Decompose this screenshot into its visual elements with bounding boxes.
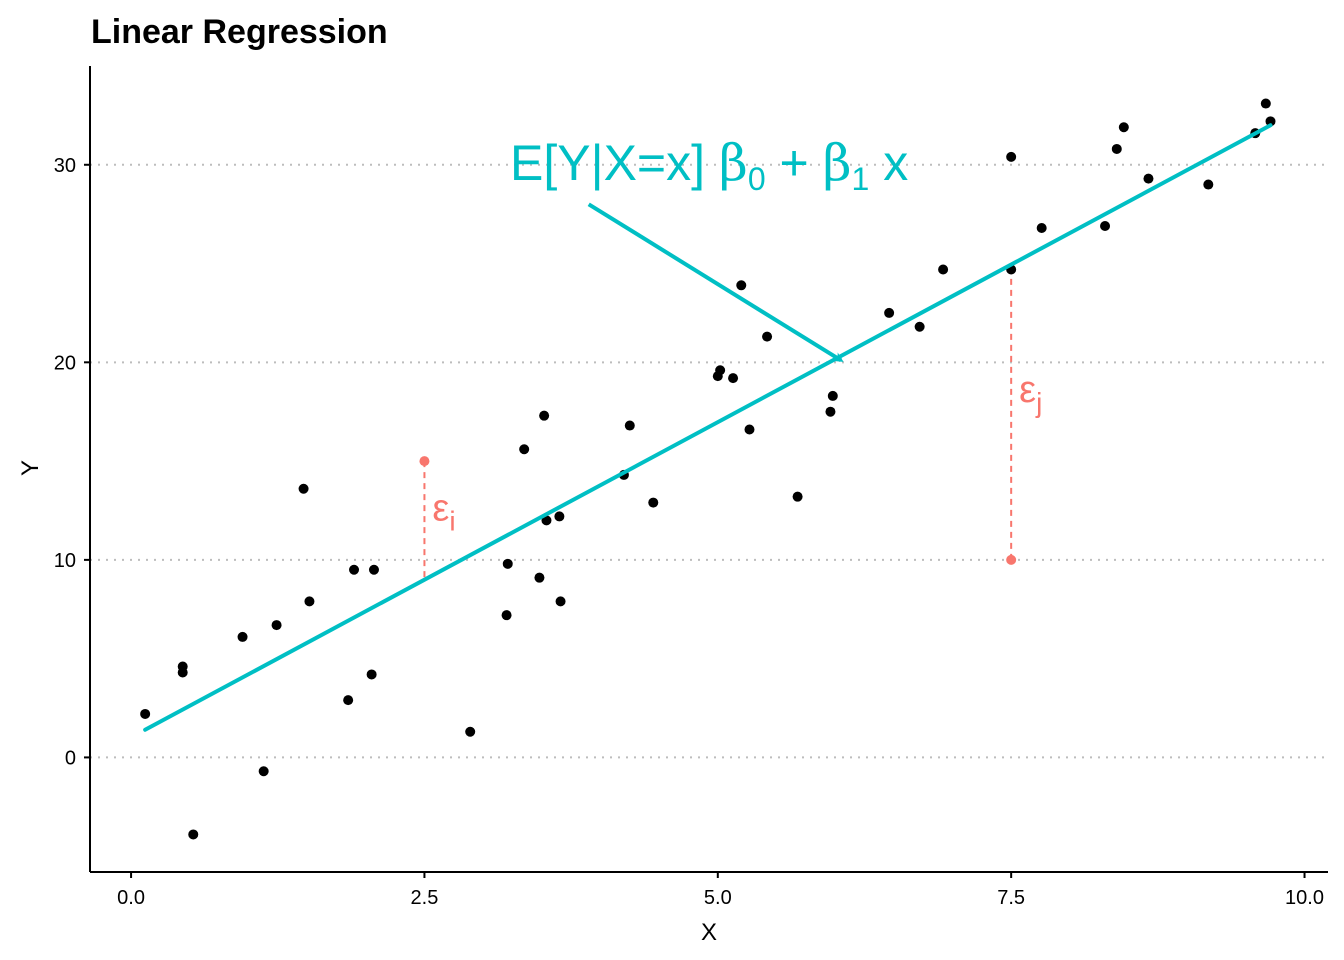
equation-label: E[Y|X=x] β0 + β1 x [510, 134, 908, 197]
data-point-17 [534, 572, 545, 583]
data-point-8 [304, 596, 315, 607]
data-point-0 [140, 708, 151, 719]
x-tick-label-1: 2.5 [411, 887, 439, 909]
equation-beta0-subscript: 0 [748, 161, 766, 197]
axes [89, 66, 1328, 873]
x-tick-label-4: 10.0 [1285, 887, 1324, 909]
x-tick-label-2: 5.0 [704, 887, 732, 909]
equation-beta0: β [719, 134, 748, 192]
data-point-11 [366, 669, 377, 680]
data-point-36 [938, 264, 949, 275]
data-point-23 [624, 420, 635, 431]
regression-line [143, 123, 1273, 732]
data-point-40 [1100, 221, 1111, 232]
gridlines [90, 163, 1328, 759]
epsilon-j-subscript: j [1035, 387, 1042, 418]
x-tick-label-0: 0.0 [117, 887, 145, 909]
epsilon-j-symbol: ε [1019, 369, 1036, 411]
data-point-43 [1143, 173, 1154, 184]
data-point-6 [271, 620, 282, 631]
equation-plus: + [766, 135, 823, 191]
residual-point-1 [1006, 554, 1017, 565]
data-point-5 [258, 766, 269, 777]
data-point-41 [1111, 143, 1122, 154]
data-point-16 [519, 444, 530, 455]
epsilon-i-symbol: ε [432, 487, 449, 529]
epsilon-i-subscript: i [449, 505, 455, 536]
equation-beta1-subscript: 1 [852, 161, 870, 197]
y-tick-label-3: 30 [54, 155, 76, 177]
data-point-20 [554, 511, 565, 522]
data-point-21 [555, 596, 566, 607]
data-point-33 [827, 390, 838, 401]
residual-lines [419, 267, 1017, 582]
x-tick-label-3: 7.5 [997, 887, 1025, 909]
data-point-44 [1203, 179, 1214, 190]
epsilon-j-label: εj [1019, 369, 1042, 418]
residual-point-0 [419, 456, 430, 467]
data-point-39 [1036, 222, 1047, 233]
data-point-47 [1265, 116, 1276, 127]
chart-title: Linear Regression [91, 13, 388, 51]
data-point-9 [343, 695, 354, 706]
data-point-28 [736, 280, 747, 291]
data-point-46 [1260, 98, 1271, 109]
y-tick-label-0: 0 [65, 747, 76, 769]
data-point-12 [368, 564, 379, 575]
y-tick-label-2: 20 [54, 352, 76, 374]
data-point-34 [884, 307, 895, 318]
data-point-3 [188, 829, 199, 840]
x-axis-title: X [701, 919, 717, 946]
equation-beta1: β [823, 134, 852, 192]
data-point-42 [1118, 122, 1129, 133]
y-tick-label-1: 10 [54, 550, 76, 572]
data-point-15 [502, 558, 513, 569]
data-point-38 [1006, 151, 1017, 162]
data-point-24 [648, 497, 659, 508]
data-point-7 [298, 483, 309, 494]
data-points [140, 98, 1276, 840]
data-point-13 [465, 726, 476, 737]
data-point-27 [728, 373, 739, 384]
data-point-35 [914, 321, 925, 332]
data-point-4 [237, 631, 248, 642]
data-point-29 [744, 424, 755, 435]
data-point-18 [539, 410, 550, 421]
annotation-arrow [587, 202, 844, 363]
equation-main: E[Y|X=x] [510, 135, 719, 191]
data-point-26 [715, 365, 726, 376]
data-point-30 [762, 331, 773, 342]
data-point-2 [177, 667, 188, 678]
epsilon-i-label: εi [432, 487, 455, 536]
regression-line-group [143, 123, 1273, 732]
data-point-14 [501, 610, 512, 621]
data-point-10 [349, 564, 360, 575]
data-point-32 [825, 406, 836, 417]
y-axis-title: Y [17, 460, 44, 476]
equation-tail: x [869, 135, 908, 191]
data-point-19 [541, 515, 552, 526]
data-point-31 [792, 491, 803, 502]
